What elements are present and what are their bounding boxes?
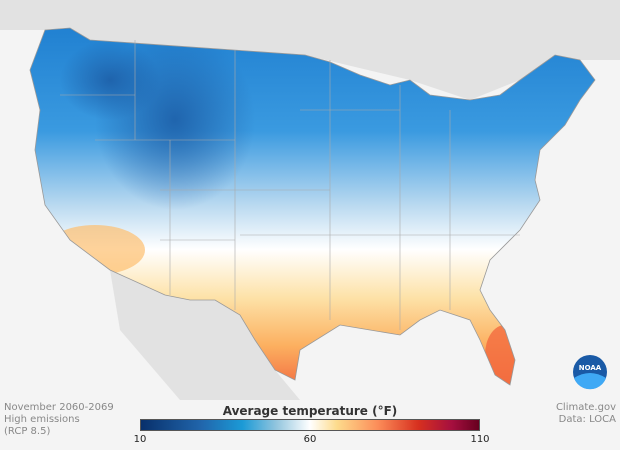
- scenario-label: High emissions: [4, 414, 80, 425]
- us-outline: [29, 27, 596, 386]
- data-label: Data: LOCA: [558, 414, 616, 425]
- period-label: November 2060-2069: [4, 402, 114, 413]
- svg-text:NOAA: NOAA: [579, 364, 602, 372]
- legend-tick-max: 110: [470, 434, 490, 445]
- credits: Climate.gov Data: LOCA: [556, 402, 616, 426]
- source-label: Climate.gov: [555, 402, 616, 413]
- legend-title: Average temperature (°F): [222, 404, 398, 418]
- map-caption: November 2060-2069 High emissions (RCP 8…: [4, 402, 114, 438]
- rcp-label: (RCP 8.5): [4, 426, 51, 437]
- legend-colorbar: [140, 419, 480, 431]
- noaa-logo: NOAA: [573, 355, 607, 390]
- legend-tick-mid: 60: [303, 434, 317, 445]
- temperature-map: NOAA: [0, 0, 620, 400]
- legend-tick-min: 10: [133, 434, 147, 445]
- us-temperature-field: [30, 28, 595, 385]
- mexico-land: [110, 270, 300, 400]
- state-borders: [60, 40, 520, 330]
- canada-land: [0, 0, 620, 100]
